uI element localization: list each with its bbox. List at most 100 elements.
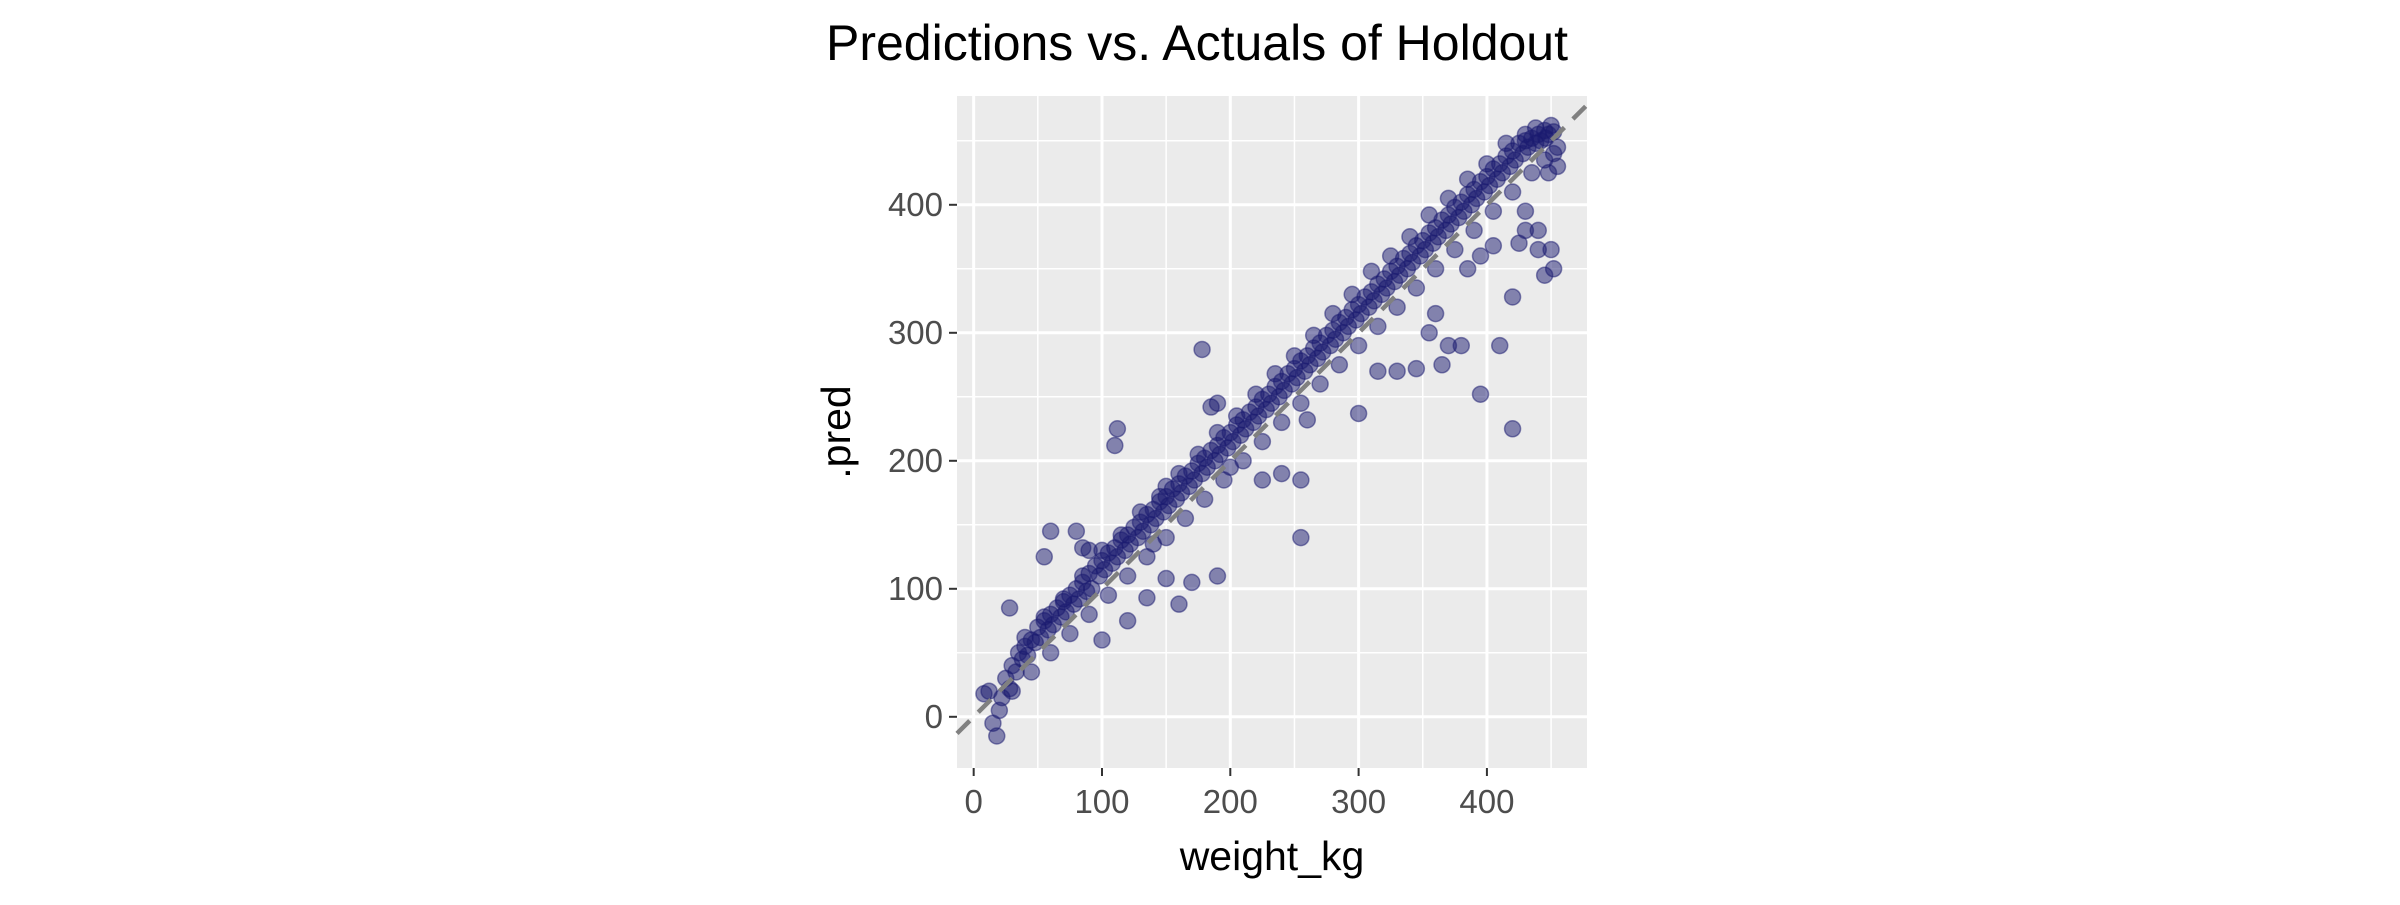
x-axis-title: weight_kg — [1179, 833, 1365, 879]
x-tick-label: 200 — [1203, 783, 1258, 820]
minor-gridlines — [957, 96, 1587, 768]
data-point — [1118, 612, 1137, 630]
data-point — [1304, 326, 1323, 345]
y-tick-label: 400 — [888, 186, 943, 223]
data-point — [1516, 202, 1535, 220]
y-tick-label: 0 — [925, 698, 943, 735]
data-point — [1054, 590, 1073, 608]
data-point — [1388, 298, 1406, 316]
data-point — [1369, 317, 1387, 336]
data-point — [1426, 304, 1445, 323]
data-point — [1003, 682, 1021, 700]
data-point — [1170, 464, 1188, 483]
data-point — [1362, 262, 1381, 281]
data-point — [1112, 526, 1130, 544]
data-point — [1253, 432, 1272, 451]
x-tick-label: 0 — [965, 783, 983, 820]
plot-panel — [957, 96, 1587, 768]
data-point — [1073, 567, 1092, 585]
data-point — [1420, 206, 1438, 224]
data-point — [1022, 663, 1041, 681]
data-point — [1208, 567, 1227, 585]
data-point — [1170, 595, 1188, 613]
data-point — [1080, 605, 1098, 624]
data-point — [1330, 356, 1349, 374]
data-point — [1000, 599, 1019, 617]
data-point — [1426, 260, 1445, 278]
data-point — [1067, 522, 1086, 540]
x-tick-label: 300 — [1331, 783, 1386, 820]
data-point — [1106, 436, 1124, 455]
data-points — [975, 116, 1567, 745]
data-point — [1458, 170, 1477, 188]
y-tick-label: 100 — [888, 570, 943, 607]
data-point — [1247, 385, 1265, 403]
data-point — [1465, 221, 1483, 240]
x-axis-ticks: 0 100 200 300 400 — [965, 768, 1514, 820]
data-point — [1471, 385, 1490, 403]
x-tick-label: 100 — [1074, 783, 1129, 820]
data-point — [1189, 445, 1207, 464]
data-point — [1458, 260, 1477, 278]
y-tick-label: 200 — [888, 442, 943, 479]
data-point — [1433, 356, 1451, 374]
data-point — [1484, 237, 1503, 255]
data-point — [1131, 503, 1150, 521]
data-point — [1439, 336, 1458, 355]
data-point — [1093, 631, 1111, 649]
data-point — [1526, 119, 1545, 137]
data-point — [1401, 228, 1419, 246]
data-point — [1542, 240, 1560, 259]
data-point — [1208, 394, 1227, 412]
data-point — [1138, 589, 1156, 607]
data-point — [1272, 413, 1291, 432]
data-point — [1369, 362, 1387, 380]
data-point — [1292, 394, 1310, 412]
data-point — [1503, 183, 1522, 201]
data-point — [1016, 628, 1034, 647]
data-point — [1272, 464, 1291, 483]
data-point — [1407, 359, 1426, 378]
data-point — [1439, 189, 1458, 208]
data-point — [1349, 336, 1368, 355]
data-point — [1298, 411, 1317, 429]
data-point — [1324, 304, 1342, 323]
data-point — [1061, 624, 1079, 643]
data-point — [1349, 404, 1368, 423]
data-point — [1388, 362, 1406, 380]
data-point — [1490, 336, 1509, 355]
data-point — [1285, 347, 1304, 365]
data-point — [1503, 288, 1522, 306]
data-point — [1497, 134, 1515, 153]
data-point — [1176, 509, 1195, 528]
data-point — [1292, 528, 1310, 547]
data-point — [1118, 567, 1137, 585]
data-point — [1253, 471, 1272, 489]
data-point — [1195, 490, 1214, 508]
data-point — [1510, 234, 1528, 252]
data-point — [1041, 644, 1060, 662]
data-point — [1292, 471, 1310, 489]
data-point — [1035, 548, 1054, 566]
data-point — [1108, 420, 1127, 438]
data-point — [1381, 247, 1400, 265]
y-tick-label: 300 — [888, 314, 943, 351]
y-axis-title: .pred — [813, 385, 859, 478]
data-point — [1535, 151, 1554, 169]
data-point — [1523, 164, 1541, 182]
x-tick-label: 400 — [1459, 783, 1514, 820]
data-point — [1035, 608, 1054, 626]
data-point — [1343, 285, 1361, 304]
chart-title: Predictions vs. Actuals of Holdout — [826, 15, 1568, 71]
data-point — [1407, 279, 1426, 297]
data-point — [1208, 423, 1227, 442]
data-point — [1311, 375, 1329, 393]
data-point — [1227, 407, 1246, 425]
data-point — [1183, 573, 1201, 592]
y-axis-ticks: 0 100 200 300 400 — [888, 186, 957, 735]
data-point — [1157, 569, 1175, 588]
data-point — [1080, 541, 1098, 560]
data-point — [1193, 340, 1211, 359]
